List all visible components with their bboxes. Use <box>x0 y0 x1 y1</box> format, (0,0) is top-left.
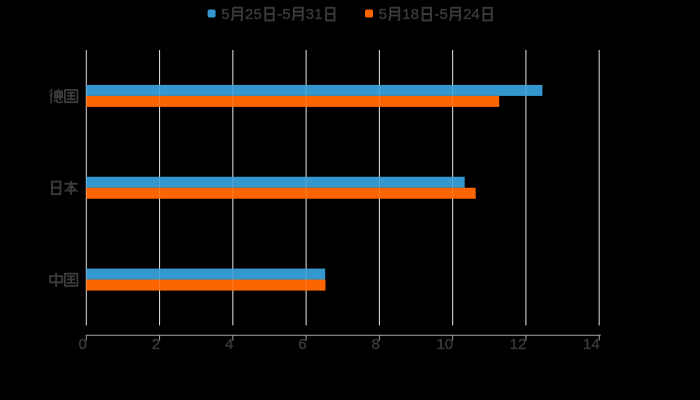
svg-text:24: 24 <box>463 6 480 23</box>
svg-text:25: 25 <box>245 6 262 23</box>
svg-text:0: 0 <box>78 336 86 353</box>
svg-text:5: 5 <box>379 6 387 23</box>
svg-text:2: 2 <box>152 336 160 353</box>
svg-text:12: 12 <box>510 336 527 353</box>
svg-text:31: 31 <box>306 6 323 23</box>
svg-text:5: 5 <box>221 6 229 23</box>
svg-text:6: 6 <box>298 336 306 353</box>
svg-text:4: 4 <box>225 336 233 353</box>
svg-text:5: 5 <box>440 6 448 23</box>
svg-text:8: 8 <box>372 336 380 353</box>
svg-text:14: 14 <box>583 336 600 353</box>
svg-text:-: - <box>277 6 282 23</box>
svg-text:5: 5 <box>282 6 290 23</box>
svg-text:10: 10 <box>436 336 453 353</box>
svg-text:18: 18 <box>402 6 419 23</box>
svg-text:-: - <box>434 6 439 23</box>
